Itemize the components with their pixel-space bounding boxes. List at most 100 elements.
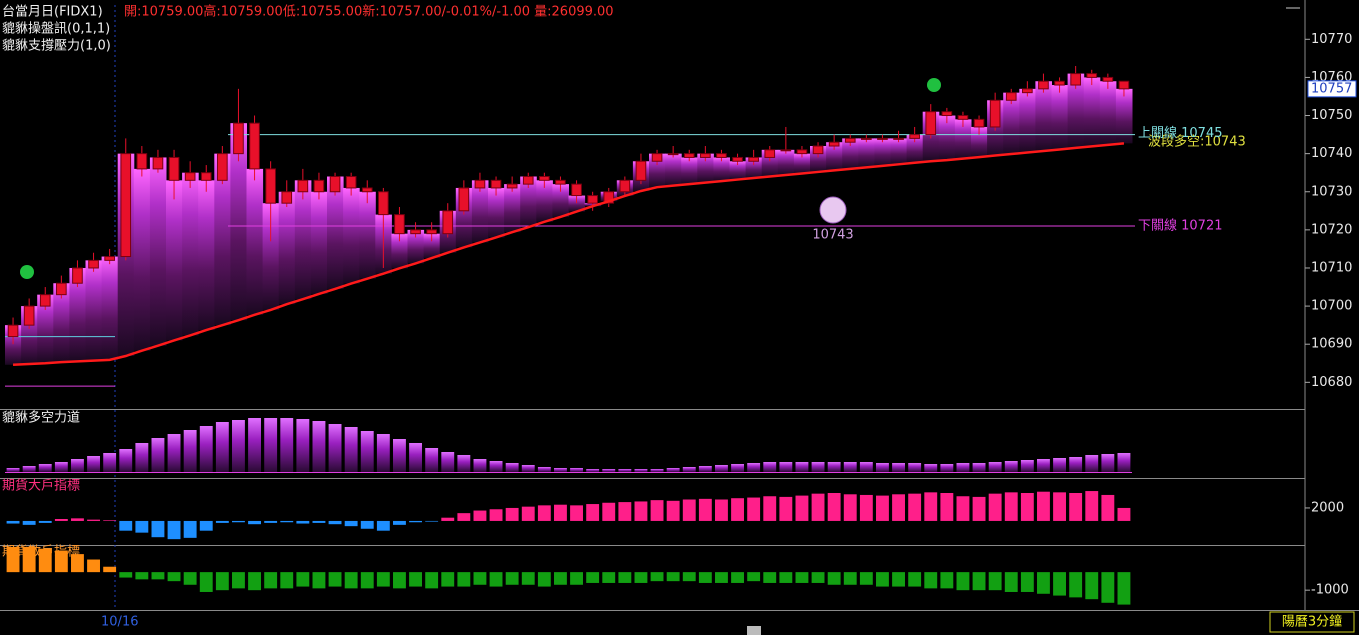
bar	[1085, 491, 1099, 521]
bar	[135, 443, 149, 472]
plot: 10680 10690 10700 10710 10720 10730 10740 10750…	[2, 32, 1357, 630]
candle-body	[716, 153, 727, 158]
y-tick-label: 10750	[1311, 108, 1352, 123]
bar	[135, 520, 149, 533]
candle-body	[893, 137, 904, 140]
bar	[376, 434, 390, 472]
bar	[1053, 492, 1066, 521]
trend-label: 波段多空:10743	[1148, 134, 1246, 150]
band	[101, 256, 119, 360]
band	[665, 153, 682, 186]
bar	[473, 510, 487, 521]
bar	[215, 572, 229, 591]
band	[729, 161, 747, 180]
bar	[1117, 507, 1131, 521]
candle-body	[88, 259, 99, 269]
bar	[264, 520, 278, 523]
band	[69, 267, 86, 362]
bar	[264, 572, 278, 589]
band	[471, 180, 489, 243]
band	[504, 184, 521, 233]
candle-body	[941, 111, 953, 117]
band	[1051, 85, 1069, 150]
bar	[199, 520, 213, 531]
bar	[779, 496, 793, 521]
bar	[618, 572, 632, 583]
band	[520, 176, 537, 228]
bar	[763, 462, 777, 472]
candle-body	[329, 176, 341, 193]
bar	[425, 572, 439, 589]
bar	[441, 572, 455, 587]
candle-body	[957, 115, 969, 120]
band	[343, 187, 360, 284]
bar	[924, 572, 938, 589]
bar	[393, 572, 406, 589]
band	[874, 138, 891, 166]
bar	[54, 462, 68, 472]
bar	[602, 469, 616, 472]
mode-box[interactable]	[1269, 611, 1355, 633]
bar	[441, 517, 455, 521]
candle-body	[861, 137, 872, 140]
signal-icon	[927, 78, 941, 92]
band	[938, 115, 956, 161]
candle-body	[458, 187, 470, 212]
band	[890, 138, 908, 165]
bar	[602, 502, 616, 521]
bar	[634, 469, 648, 472]
bar	[1053, 458, 1066, 472]
bar	[167, 520, 181, 540]
bar	[360, 431, 374, 472]
bar	[103, 520, 117, 521]
bar	[54, 519, 68, 521]
bar	[409, 443, 422, 472]
band	[182, 172, 199, 336]
band	[262, 203, 280, 310]
bar	[1037, 572, 1050, 594]
candle-body	[72, 267, 83, 284]
band	[552, 184, 569, 217]
bar	[1069, 493, 1083, 521]
bar	[779, 462, 793, 472]
bar	[280, 520, 294, 523]
bar	[183, 520, 197, 538]
bar	[248, 418, 261, 472]
bar	[876, 463, 889, 472]
bar	[602, 572, 616, 583]
bar	[1069, 572, 1083, 598]
bar	[296, 419, 310, 472]
candle-body	[217, 153, 228, 181]
bar	[328, 424, 342, 472]
bar	[843, 462, 857, 472]
candle-body	[249, 122, 260, 170]
bar	[215, 422, 229, 472]
bar	[71, 518, 84, 521]
candle-body	[1054, 80, 1065, 86]
band	[536, 180, 553, 222]
bar	[489, 572, 503, 587]
band	[359, 191, 376, 279]
bar	[409, 572, 422, 587]
candle-body	[973, 118, 985, 128]
bar	[682, 572, 696, 582]
bar	[521, 465, 535, 472]
candle-body	[571, 183, 582, 197]
bar	[505, 507, 519, 521]
bar	[199, 426, 213, 472]
band	[1099, 81, 1117, 145]
bar	[312, 572, 326, 589]
bar	[103, 453, 117, 472]
bar	[264, 418, 278, 472]
bar	[570, 572, 583, 585]
candle-body	[1005, 92, 1017, 101]
bar	[38, 548, 52, 573]
frame	[0, 0, 1359, 611]
bar	[924, 464, 938, 472]
candle-body	[539, 176, 550, 181]
bar	[908, 493, 922, 521]
band	[1067, 73, 1085, 148]
scroll-thumb[interactable]	[747, 626, 761, 635]
bar	[859, 494, 873, 521]
